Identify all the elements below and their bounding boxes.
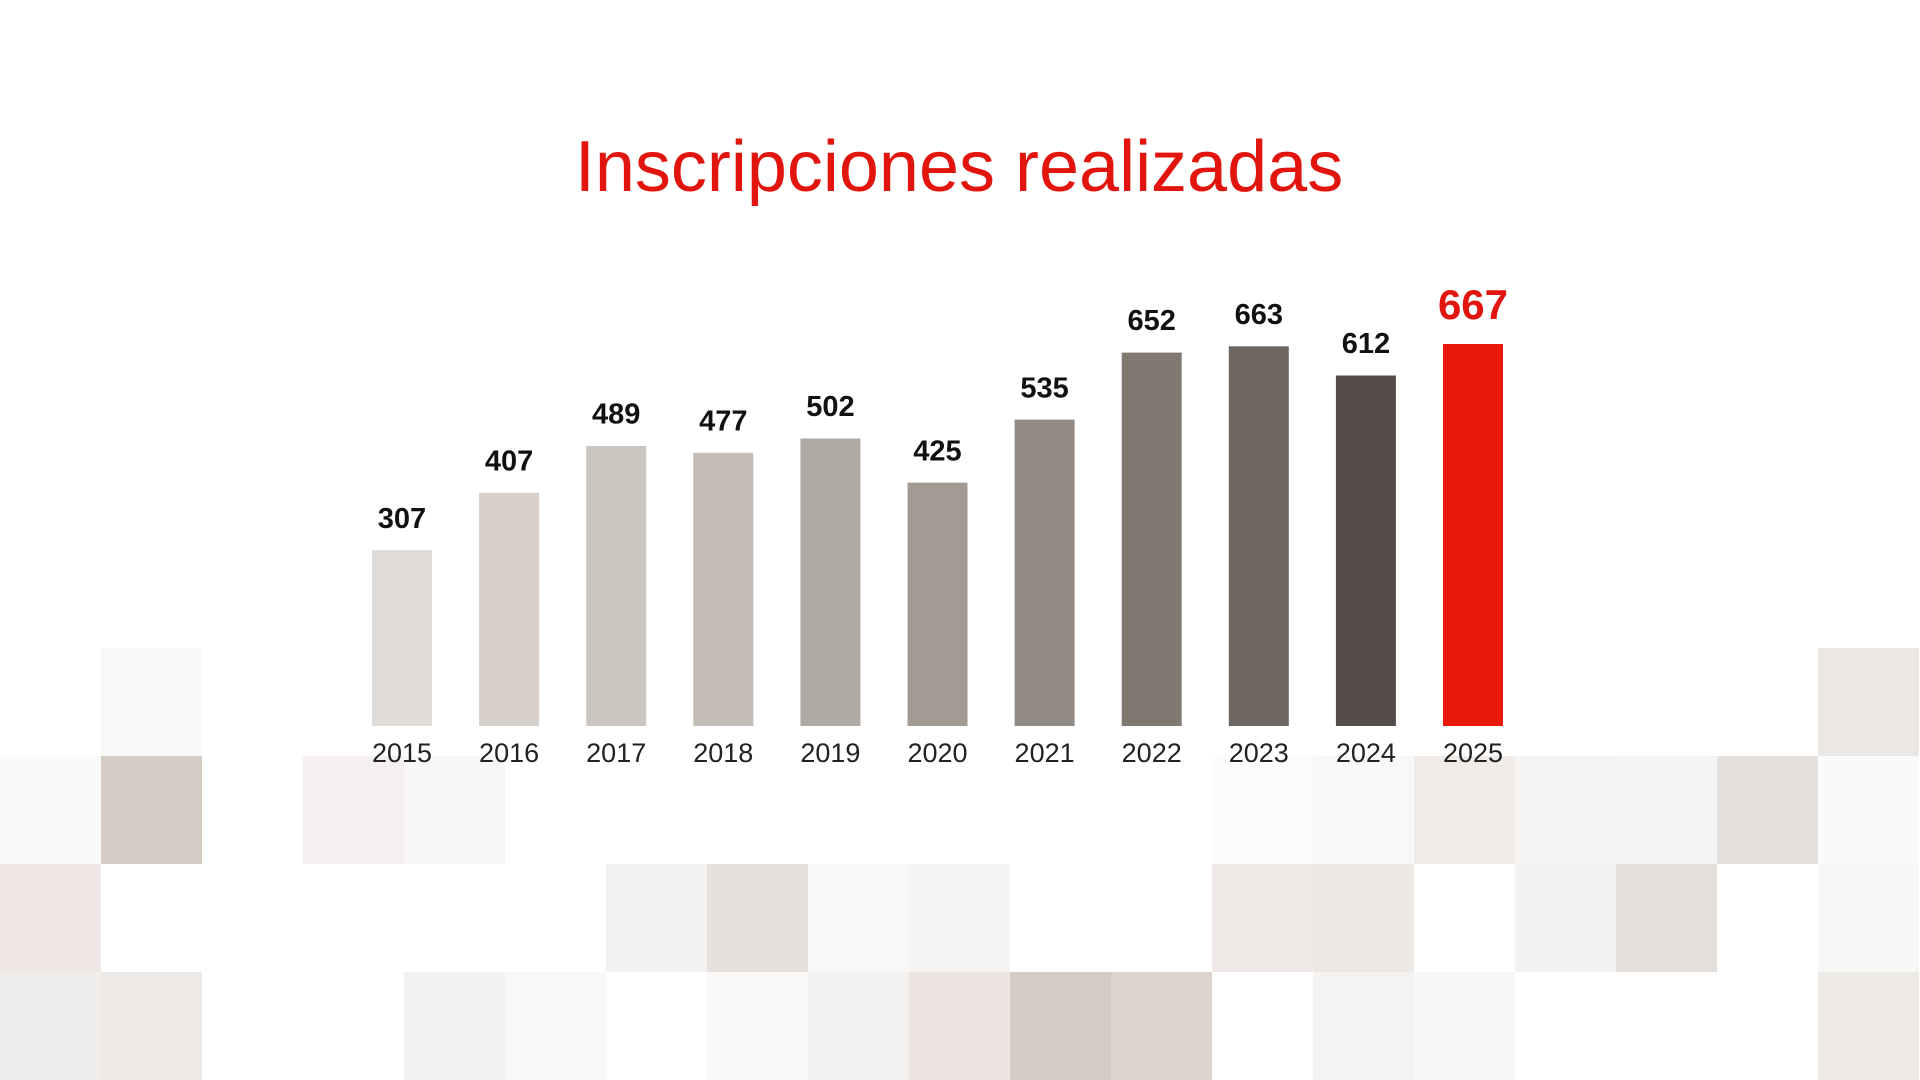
- pattern-square: [303, 756, 404, 864]
- bar: [1121, 352, 1182, 726]
- value-label: 307: [378, 503, 426, 535]
- x-tick-label: 2015: [372, 738, 432, 768]
- pattern-square: [909, 864, 1010, 972]
- pattern-square: [101, 756, 202, 864]
- pattern-square: [808, 972, 909, 1080]
- background-pattern: [0, 648, 1919, 1080]
- pattern-square: [404, 972, 505, 1080]
- value-label: 489: [592, 399, 640, 431]
- pattern-square: [1818, 864, 1919, 972]
- pattern-square: [0, 756, 101, 864]
- pattern-square: [1616, 756, 1717, 864]
- bar: [479, 492, 540, 726]
- value-label: 652: [1128, 305, 1176, 337]
- pattern-square: [101, 972, 202, 1080]
- x-tick-label: 2023: [1229, 738, 1289, 768]
- pattern-square: [1010, 972, 1111, 1080]
- pattern-square: [1212, 864, 1313, 972]
- x-tick-label: 2018: [693, 738, 753, 768]
- value-label: 663: [1235, 299, 1283, 331]
- x-tick-label: 2017: [586, 738, 646, 768]
- bar: [586, 445, 647, 726]
- pattern-square: [1414, 756, 1515, 864]
- pattern-square: [1818, 972, 1919, 1080]
- pattern-square: [0, 864, 101, 972]
- pattern-square: [1111, 972, 1212, 1080]
- value-label: 407: [485, 446, 533, 478]
- bar: [800, 438, 861, 726]
- pattern-square: [1717, 756, 1818, 864]
- pattern-square: [505, 972, 606, 1080]
- bar: [1014, 419, 1075, 726]
- bar: [693, 452, 754, 726]
- x-tick-label: 2024: [1336, 738, 1396, 768]
- x-tick-label: 2019: [800, 738, 860, 768]
- pattern-square: [1818, 756, 1919, 864]
- value-label: 477: [699, 405, 747, 437]
- x-tick-label: 2025: [1443, 738, 1503, 768]
- pattern-square: [909, 972, 1010, 1080]
- pattern-square: [1414, 972, 1515, 1080]
- pattern-square: [404, 756, 505, 864]
- value-label: 667: [1438, 281, 1508, 328]
- x-tick-label: 2020: [907, 738, 967, 768]
- pattern-square: [1313, 756, 1414, 864]
- pattern-square: [0, 972, 101, 1080]
- pattern-square: [1616, 864, 1717, 972]
- pattern-square: [1313, 864, 1414, 972]
- bar: [1335, 375, 1396, 726]
- pattern-square: [1515, 756, 1616, 864]
- pattern-square: [101, 648, 202, 756]
- value-label: 502: [806, 391, 854, 423]
- bar: [1228, 346, 1289, 726]
- chart-title: Inscripciones realizadas: [575, 127, 1343, 207]
- bar: [372, 550, 432, 726]
- pattern-square: [808, 864, 909, 972]
- bar: [907, 482, 968, 726]
- x-tick-label: 2016: [479, 738, 539, 768]
- pattern-square: [606, 864, 707, 972]
- pattern-square: [707, 864, 808, 972]
- pattern-square: [1818, 648, 1919, 756]
- x-tick-label: 2021: [1015, 738, 1075, 768]
- value-label: 535: [1020, 372, 1068, 404]
- pattern-square: [1212, 756, 1313, 864]
- pattern-square: [707, 972, 808, 1080]
- x-tick-label: 2022: [1122, 738, 1182, 768]
- bar: [1443, 344, 1503, 726]
- pattern-square: [1515, 864, 1616, 972]
- value-label: 612: [1342, 328, 1390, 360]
- pattern-square: [1313, 972, 1414, 1080]
- value-label: 425: [913, 435, 961, 467]
